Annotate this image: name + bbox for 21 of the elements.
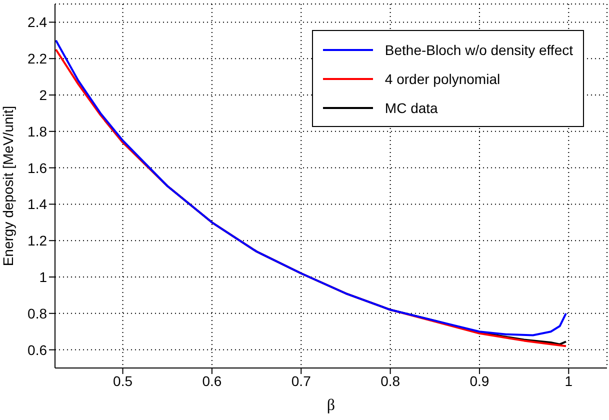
x-tick-label: 0.6 bbox=[202, 372, 222, 389]
y-tick-label: 2 bbox=[39, 86, 48, 103]
legend-label: 4 order polynomial bbox=[384, 70, 500, 86]
x-tick-label: 0.8 bbox=[380, 372, 400, 389]
y-tick-label: 2.4 bbox=[28, 14, 48, 30]
y-tick-label: 1.6 bbox=[28, 160, 48, 176]
legend-label: MC data bbox=[384, 100, 438, 116]
y-tick-label: 1.4 bbox=[28, 196, 48, 212]
x-axis-title: β bbox=[326, 397, 336, 414]
x-tick-label: 0.5 bbox=[113, 372, 133, 389]
y-tick-label: 0.6 bbox=[28, 342, 48, 358]
x-tick-label: 0.7 bbox=[291, 372, 312, 389]
y-tick-label: 1.2 bbox=[28, 232, 48, 249]
y-tick-label: 2.2 bbox=[28, 50, 48, 67]
x-tick-label: 0.9 bbox=[470, 372, 490, 389]
legend-label: Bethe-Bloch w/o density effect bbox=[384, 42, 573, 58]
x-tick-label: 1 bbox=[564, 372, 573, 389]
y-tick-label: 1 bbox=[39, 268, 48, 285]
y-tick-label: 1.8 bbox=[28, 123, 48, 140]
y-tick-label: 0.8 bbox=[28, 305, 48, 322]
y-axis-title: Energy deposit [MeV/unit] bbox=[0, 106, 16, 266]
